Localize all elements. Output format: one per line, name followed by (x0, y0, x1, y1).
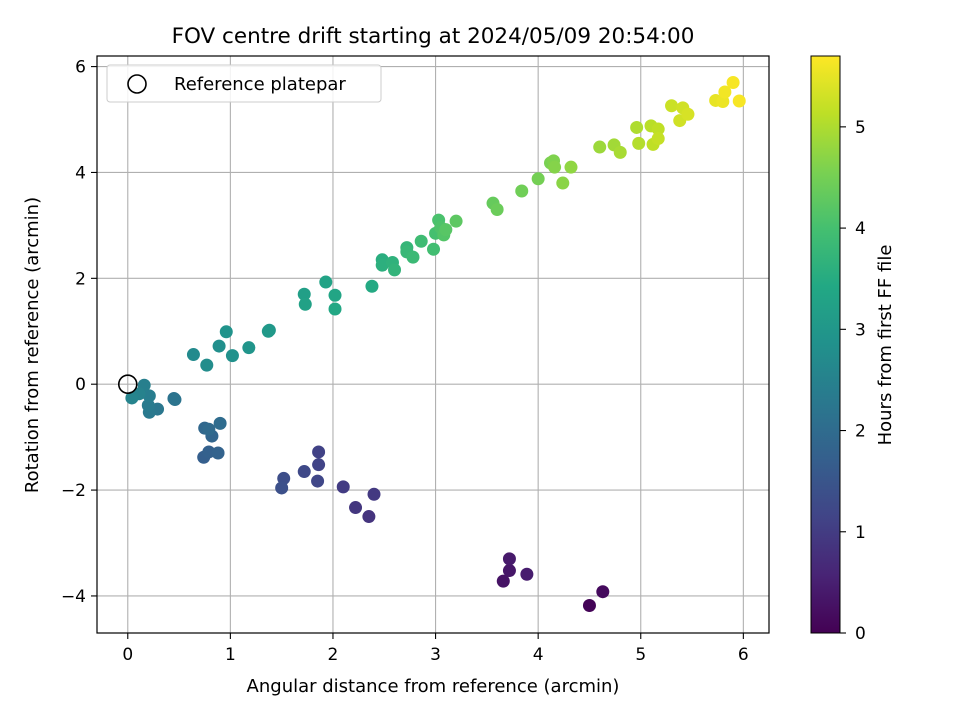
data-point (651, 132, 665, 146)
data-point (186, 348, 200, 362)
colorbar-tick-label: 4 (855, 219, 866, 239)
data-point (297, 465, 311, 479)
chart-title: FOV centre drift starting at 2024/05/09 … (172, 24, 695, 49)
data-point (496, 574, 510, 588)
data-point (297, 287, 311, 301)
data-point (427, 242, 441, 256)
data-point (502, 564, 516, 578)
data-point (362, 510, 376, 524)
x-tick-label: 2 (328, 645, 339, 665)
y-axis-label: Rotation from reference (arcmin) (22, 197, 43, 493)
data-point (556, 176, 570, 190)
data-point (502, 552, 516, 566)
data-point (665, 99, 679, 113)
data-point (225, 349, 239, 363)
data-point (125, 391, 139, 405)
data-point (365, 279, 379, 293)
legend-box (106, 64, 382, 103)
data-point (439, 223, 453, 237)
x-tick-label: 0 (122, 645, 133, 665)
data-point (311, 474, 325, 488)
data-point (548, 160, 562, 174)
colorbar-ticks: 0 1 2 3 4 5 (840, 118, 866, 644)
colorbar-tick-label: 5 (855, 118, 866, 138)
data-point (406, 250, 420, 264)
y-axis-ticks: −4 −2 0 2 4 6 (61, 58, 97, 607)
data-point (375, 258, 389, 272)
data-point (275, 481, 289, 495)
colorbar-label: Hours from first FF file (875, 245, 896, 446)
data-point (593, 140, 607, 154)
data-point (349, 501, 363, 515)
colorbar-tick-label: 0 (855, 624, 866, 644)
y-tick-label: −2 (61, 481, 86, 501)
data-point (651, 122, 665, 136)
y-tick-label: 0 (75, 375, 86, 395)
data-point (312, 445, 326, 459)
data-point (726, 75, 740, 89)
x-tick-label: 1 (225, 645, 236, 665)
data-point (388, 263, 402, 277)
legend: Reference platepar (106, 64, 382, 103)
colorbar: 0 1 2 3 4 5 Hours from first FF file (810, 55, 896, 644)
data-point (261, 324, 275, 338)
colorbar-tick-label: 3 (855, 320, 866, 340)
data-point (319, 275, 333, 289)
data-point (142, 389, 156, 403)
data-point (336, 480, 350, 494)
reference-platepar-marker (117, 374, 138, 395)
data-point (632, 136, 646, 150)
data-point (328, 288, 342, 302)
data-point (367, 487, 381, 501)
data-point (564, 160, 578, 174)
data-point (732, 94, 746, 108)
x-axis-label: Angular distance from reference (arcmin) (247, 676, 620, 697)
data-point (596, 585, 610, 599)
grid-lines (97, 56, 769, 633)
colorbar-tick-label: 1 (855, 523, 866, 543)
data-point (414, 234, 428, 248)
x-axis-ticks: 0 1 2 3 4 5 6 (122, 633, 749, 665)
data-points (125, 75, 746, 612)
legend-marker (127, 74, 147, 94)
x-tick-label: 3 (430, 645, 441, 665)
data-point (213, 416, 227, 430)
data-point (200, 358, 214, 372)
y-tick-label: 6 (75, 58, 86, 78)
legend-label: Reference platepar (174, 74, 346, 95)
data-point (449, 214, 463, 228)
data-point (242, 341, 256, 355)
data-point (298, 297, 312, 311)
x-tick-label: 5 (635, 645, 646, 665)
plot-frame (96, 55, 770, 634)
data-point (202, 422, 216, 436)
x-tick-label: 6 (738, 645, 749, 665)
data-point (212, 339, 226, 353)
data-point (168, 393, 182, 407)
data-point (211, 446, 225, 460)
y-tick-label: 2 (75, 269, 86, 289)
x-tick-label: 4 (533, 645, 544, 665)
y-tick-label: −4 (61, 587, 86, 607)
data-point (328, 302, 342, 316)
colorbar-gradient (810, 55, 841, 634)
data-point (681, 107, 695, 121)
data-point (582, 598, 596, 612)
data-point (613, 145, 627, 159)
data-point (630, 120, 644, 134)
data-point (490, 203, 504, 217)
data-point (219, 325, 233, 339)
data-point (718, 85, 732, 99)
colorbar-tick-label: 2 (855, 422, 866, 442)
y-tick-label: 4 (75, 163, 86, 183)
data-point (531, 172, 545, 186)
data-point (515, 184, 529, 198)
data-point (520, 567, 534, 581)
data-point (141, 398, 155, 412)
data-point (312, 458, 326, 472)
